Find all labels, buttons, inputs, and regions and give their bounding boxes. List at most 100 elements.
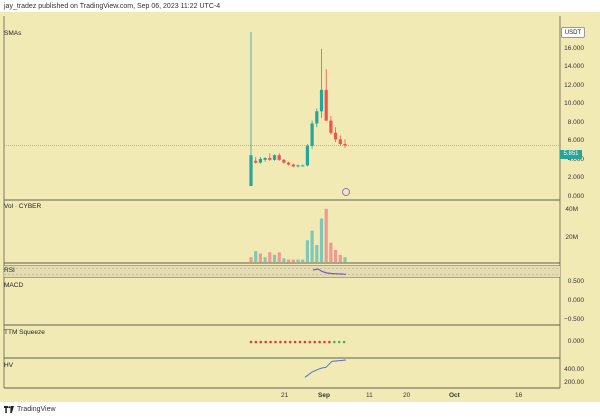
volume-pane-label: Vol · CYBER — [4, 203, 42, 210]
volume-bar — [343, 257, 347, 262]
hv-line — [304, 359, 347, 378]
candle-body — [324, 89, 328, 121]
macd-tick-label: 0.000 — [567, 297, 584, 304]
candle-body — [315, 111, 319, 124]
x-tick-label: 20 — [403, 392, 411, 399]
candle-body — [249, 155, 253, 186]
candle-body — [263, 158, 267, 160]
ttm-dot — [264, 340, 268, 344]
macd-tick-label: 0.500 — [567, 278, 584, 285]
candle-body — [343, 144, 347, 146]
x-tick-label: 21 — [281, 392, 289, 399]
chart-area[interactable]: SMAs Vol · CYBER RSI MACD TTM Squeeze HV… — [0, 12, 600, 402]
currency-button[interactable]: USDT — [561, 27, 585, 38]
candle-body — [272, 155, 277, 160]
volume-bar — [249, 257, 253, 262]
candle-body — [319, 89, 324, 112]
volume-bar — [296, 259, 300, 262]
ttm-dot — [333, 340, 336, 344]
volume-bar — [315, 245, 319, 262]
ttm-dot — [279, 340, 282, 344]
volume-bar — [263, 257, 267, 262]
y-tick-label: 2.000 — [567, 174, 584, 181]
volume-bar — [305, 240, 309, 262]
volume-bar — [268, 252, 272, 262]
price-pane-label: SMAs — [4, 30, 22, 37]
ttm-dot — [269, 340, 272, 344]
ttm-dot — [323, 340, 326, 344]
current-price-label: 5.851 — [560, 150, 582, 159]
candle-body — [305, 145, 309, 166]
candle-body — [277, 155, 281, 160]
volume-bar — [287, 259, 291, 262]
volume-bar — [334, 249, 338, 262]
ttm-dot — [288, 340, 292, 344]
candle-body — [338, 139, 342, 144]
macd-pane-label: MACD — [4, 282, 24, 289]
candle-body — [334, 132, 338, 140]
candle-body — [282, 159, 286, 163]
volume-bar — [291, 259, 295, 262]
volume-bar — [301, 259, 305, 262]
volume-tick-label: 40M — [565, 206, 578, 213]
volume-bar — [319, 218, 324, 262]
published-header: jay_tradez published on TradingView.com,… — [4, 3, 221, 10]
rsi-band — [4, 266, 560, 277]
y-tick-label: 10.000 — [564, 100, 584, 107]
hv-tick-label: 200.00 — [564, 379, 584, 386]
ttm-dot — [298, 340, 302, 344]
y-tick-label: 0.000 — [567, 193, 584, 200]
ttm-dot — [328, 340, 331, 344]
rsi-line — [312, 268, 347, 275]
x-tick-label: 16 — [515, 392, 523, 399]
macd-tick-label: −0.500 — [563, 316, 584, 323]
volume-tick-label: 20M — [565, 234, 578, 241]
hv-pane-label: HV — [4, 362, 14, 369]
x-tick-label: Oct — [449, 392, 460, 399]
ttm-dot — [284, 340, 287, 344]
volume-bar — [338, 254, 342, 262]
ttm-dot — [337, 340, 341, 344]
ttm-tick-label: 0.000 — [567, 338, 584, 345]
x-tick-label: 11 — [366, 392, 373, 399]
ttm-dot — [254, 340, 258, 344]
volume-bar — [324, 208, 328, 262]
candle-body — [329, 120, 333, 133]
volume-bar — [254, 251, 258, 262]
volume-bar — [282, 258, 286, 262]
x-tick-label: Sep — [318, 392, 330, 399]
candle-body — [254, 160, 258, 163]
y-tick-label: 4.000 — [567, 156, 584, 163]
candle-body — [296, 165, 300, 167]
ttm-dot — [313, 340, 317, 344]
chart-canvas[interactable] — [0, 12, 600, 402]
y-tick-label: 16.000 — [564, 45, 584, 52]
volume-bar — [258, 253, 262, 262]
volume-bar — [329, 242, 333, 262]
event-marker-icon — [342, 188, 350, 196]
ttm-dot — [342, 340, 346, 344]
y-tick-label: 14.000 — [564, 63, 584, 70]
y-tick-label: 8.000 — [567, 119, 584, 126]
ttm-pane-label: TTM Squeeze — [4, 329, 45, 336]
candle-body — [258, 158, 262, 163]
tradingview-logo-icon — [4, 406, 14, 413]
y-tick-label: 6.000 — [567, 137, 584, 144]
y-tick-label: 12.000 — [564, 82, 584, 89]
candle-body — [268, 158, 272, 160]
rsi-pane-label: RSI — [4, 267, 15, 274]
candle-body — [310, 123, 314, 146]
ttm-dot — [303, 340, 307, 344]
footer-brand[interactable]: TradingView — [4, 406, 56, 413]
ttm-dot — [293, 340, 297, 344]
candle-body — [287, 162, 291, 165]
volume-bar — [310, 230, 314, 262]
ttm-dot — [259, 340, 263, 344]
ttm-dot — [308, 340, 312, 344]
volume-bar — [272, 254, 277, 262]
volume-bar — [277, 252, 281, 262]
ttm-dot — [318, 340, 321, 344]
candle-body — [301, 165, 305, 167]
ttm-dot — [249, 340, 253, 344]
footer-brand-label: TradingView — [17, 406, 56, 413]
